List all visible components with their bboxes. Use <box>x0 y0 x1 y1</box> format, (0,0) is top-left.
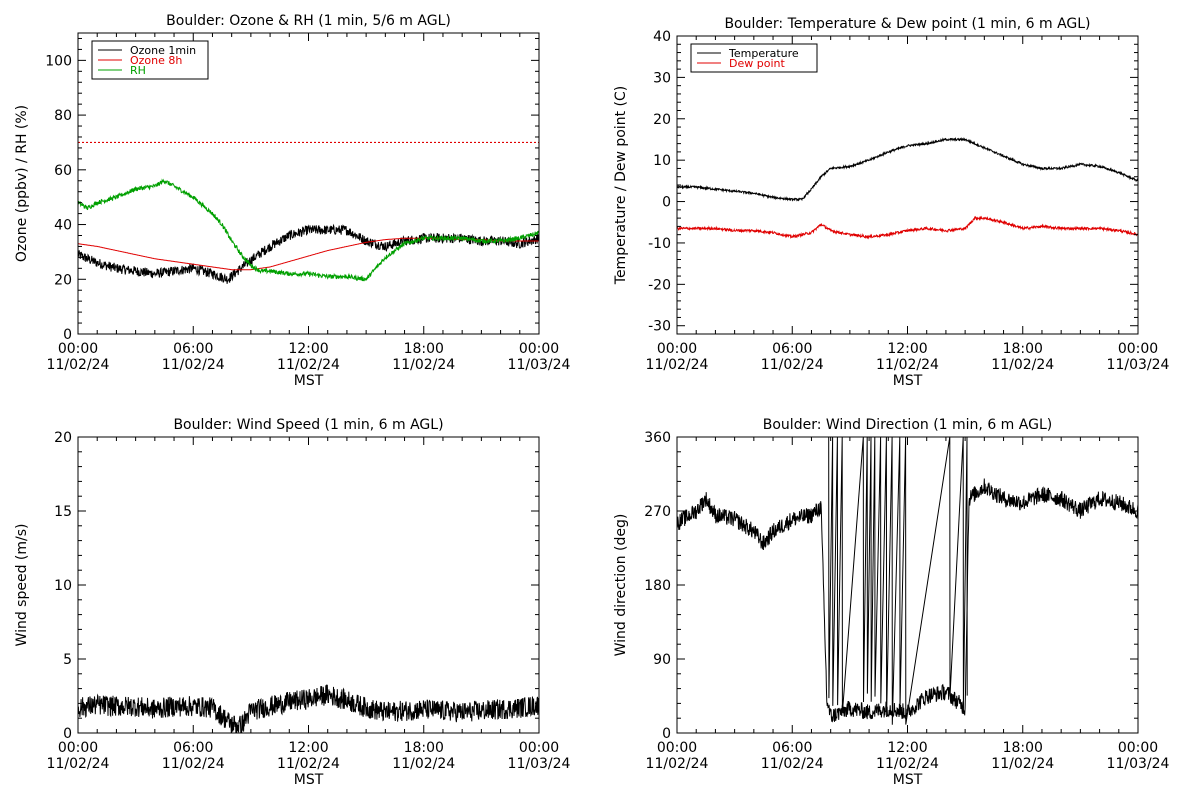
y-tick-label: 60 <box>54 163 72 179</box>
x-axis-label: MST <box>893 373 923 389</box>
y-tick-label: 0 <box>662 195 671 211</box>
x-axis-label: MST <box>294 373 324 389</box>
x-tick-label-date: 11/02/24 <box>392 357 455 373</box>
series-line-temperature <box>677 137 1138 202</box>
chart-panel-2: Boulder: Temperature & Dew point (1 min,… <box>613 16 1170 389</box>
x-tick-label-time: 18:00 <box>1003 740 1043 756</box>
chart-title: Boulder: Wind Direction (1 min, 6 m AGL) <box>763 417 1052 433</box>
y-tick-label: 270 <box>644 504 671 520</box>
y-tick-label: -30 <box>648 319 671 335</box>
x-tick-label-time: 00:00 <box>519 740 559 756</box>
x-tick-label-date: 11/02/24 <box>277 756 340 772</box>
chart-panel-1: Boulder: Ozone & RH (1 min, 5/6 m AGL) 0 2… <box>14 13 571 389</box>
y-tick-label: 90 <box>653 652 671 668</box>
x-tick-label-time: 00:00 <box>519 341 559 357</box>
x-tick-label-date: 11/02/24 <box>162 756 225 772</box>
x-tick-label-date: 11/02/24 <box>876 357 939 373</box>
x-tick-label-date: 11/02/24 <box>761 357 824 373</box>
series-line-rh <box>78 178 539 282</box>
x-tick-label-time: 12:00 <box>887 341 927 357</box>
x-tick-label-date: 11/02/24 <box>47 357 110 373</box>
y-tick-label: 360 <box>644 430 671 446</box>
plot-frame <box>676 436 1139 734</box>
x-tick-label-date: 11/02/24 <box>646 756 709 772</box>
x-tick-label-time: 06:00 <box>173 341 213 357</box>
legend-box <box>690 43 818 73</box>
plot-frame <box>676 35 1139 335</box>
y-axis-label: Temperature / Dew point (C) <box>613 86 629 285</box>
y-tick-label: 20 <box>54 272 72 288</box>
x-tick-label-date: 11/02/24 <box>47 756 110 772</box>
y-tick-label: 80 <box>54 108 72 124</box>
wind-direction-wrap-spikes <box>828 437 968 725</box>
y-tick-label: -20 <box>648 277 671 293</box>
y-tick-label: -10 <box>648 236 671 252</box>
chart-panel-4: Boulder: Wind Direction (1 min, 6 m AGL)… <box>613 417 1170 788</box>
x-tick-label-time: 12:00 <box>288 341 328 357</box>
x-tick-label-time: 00:00 <box>657 740 697 756</box>
x-tick-label-date: 11/02/24 <box>392 756 455 772</box>
x-tick-label-date: 11/03/24 <box>1107 756 1170 772</box>
series-line-panel4 <box>677 478 1138 723</box>
x-tick-label-date: 11/02/24 <box>277 357 340 373</box>
y-tick-label: 40 <box>54 218 72 234</box>
x-tick-label-date: 11/02/24 <box>991 756 1054 772</box>
y-tick-label: 180 <box>644 578 671 594</box>
y-tick-label: 10 <box>653 153 671 169</box>
x-axis-label: MST <box>294 772 324 788</box>
series-line-panel3 <box>78 684 539 733</box>
y-tick-label: 20 <box>54 430 72 446</box>
legend-label-dew-point: Dew point <box>729 57 785 70</box>
legend-label-ozone-1min: Ozone 1min <box>130 44 196 57</box>
chart-title: Boulder: Ozone & RH (1 min, 5/6 m AGL) <box>166 13 451 29</box>
x-tick-label-date: 11/03/24 <box>1107 357 1170 373</box>
y-axis-label: Ozone (ppbv) / RH (%) <box>14 105 30 262</box>
x-tick-label-date: 11/03/24 <box>508 357 571 373</box>
x-axis-label: MST <box>893 772 923 788</box>
series-line-dew-point <box>677 215 1138 240</box>
series-line-ozone-1min <box>78 223 539 284</box>
y-tick-label: 15 <box>54 504 72 520</box>
chart-title: Boulder: Temperature & Dew point (1 min,… <box>724 16 1090 32</box>
x-tick-label-time: 18:00 <box>1003 341 1043 357</box>
x-tick-label-time: 00:00 <box>1118 740 1158 756</box>
y-tick-label: 0 <box>63 327 72 343</box>
x-tick-label-date: 11/03/24 <box>508 756 571 772</box>
y-axis-label: Wind direction (deg) <box>613 514 629 657</box>
x-tick-label-date: 11/02/24 <box>761 756 824 772</box>
chart-panel-3: Boulder: Wind Speed (1 min, 6 m AGL) 0 5 10… <box>14 417 571 788</box>
chart-title: Boulder: Wind Speed (1 min, 6 m AGL) <box>173 417 443 433</box>
x-tick-label-date: 11/02/24 <box>162 357 225 373</box>
x-tick-label-time: 06:00 <box>772 341 812 357</box>
x-tick-label-time: 18:00 <box>404 740 444 756</box>
x-tick-label-time: 00:00 <box>58 341 98 357</box>
legend-label-rh: RH <box>130 64 146 77</box>
x-tick-label-time: 00:00 <box>58 740 98 756</box>
y-tick-label: 0 <box>662 726 671 742</box>
legend-label-temperature: Temperature <box>728 47 799 60</box>
y-tick-label: 0 <box>63 726 72 742</box>
y-tick-label: 100 <box>45 53 72 69</box>
legend-label-ozone-8h: Ozone 8h <box>130 54 182 67</box>
x-tick-label-time: 12:00 <box>288 740 328 756</box>
x-tick-label-time: 06:00 <box>173 740 213 756</box>
y-tick-label: 20 <box>653 112 671 128</box>
x-tick-label-time: 18:00 <box>404 341 444 357</box>
y-axis-label: Wind speed (m/s) <box>14 524 30 647</box>
y-tick-label: 40 <box>653 29 671 45</box>
y-tick-label: 30 <box>653 70 671 86</box>
x-tick-label-time: 00:00 <box>657 341 697 357</box>
plot-frame <box>77 436 540 734</box>
y-tick-label: 10 <box>54 578 72 594</box>
x-tick-label-time: 00:00 <box>1118 341 1158 357</box>
x-tick-label-time: 06:00 <box>772 740 812 756</box>
x-tick-label-date: 11/02/24 <box>991 357 1054 373</box>
x-tick-label-time: 12:00 <box>887 740 927 756</box>
x-tick-label-date: 11/02/24 <box>646 357 709 373</box>
x-tick-label-date: 11/02/24 <box>876 756 939 772</box>
y-tick-label: 5 <box>63 652 72 668</box>
